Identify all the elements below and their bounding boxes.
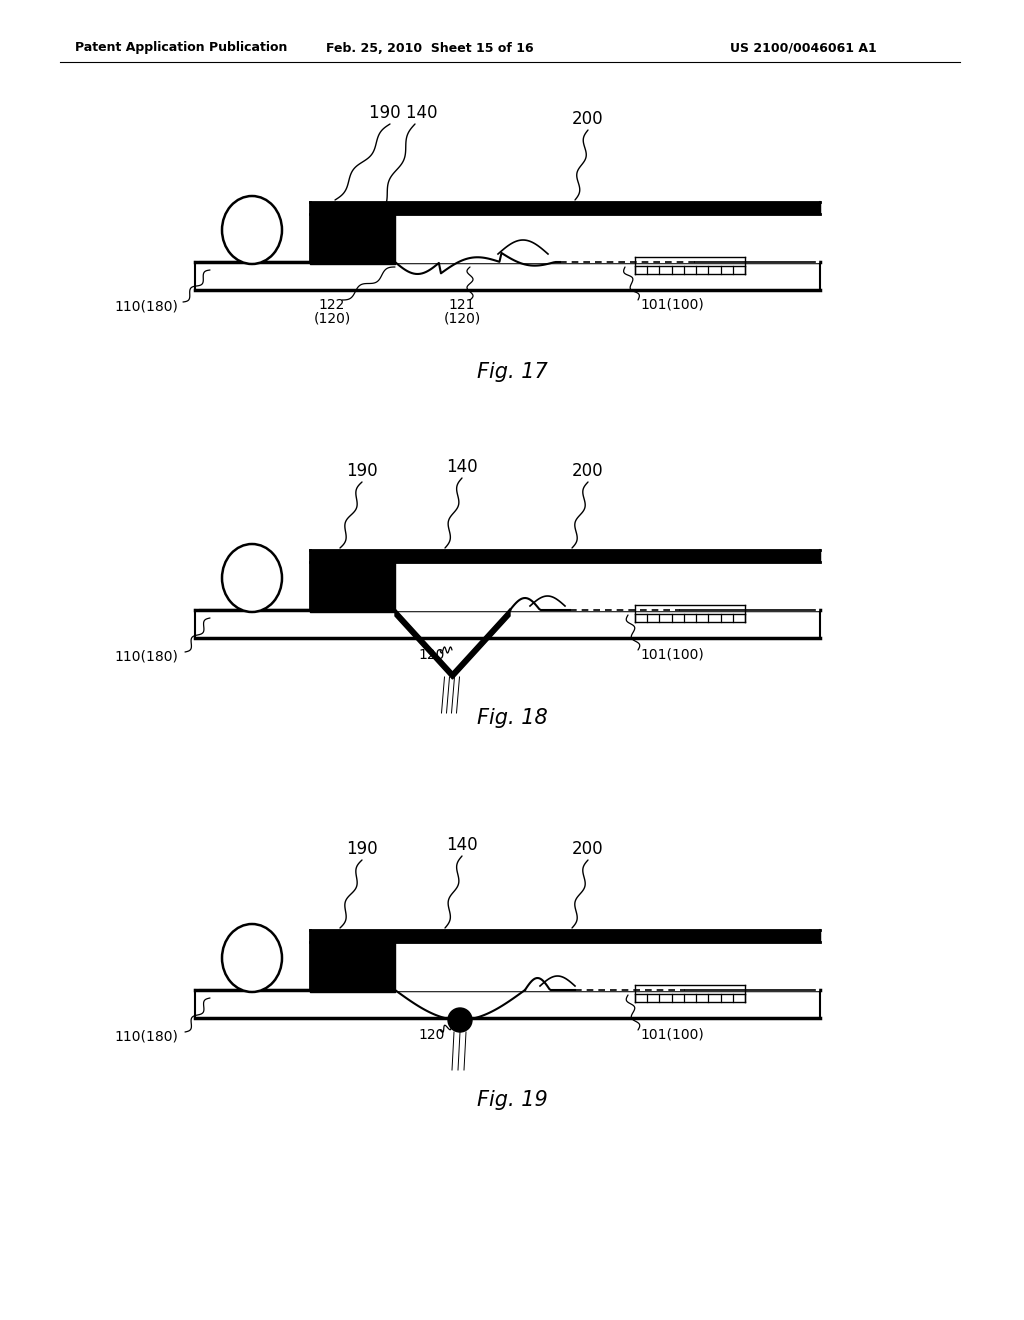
Text: 140: 140 bbox=[446, 836, 478, 854]
Text: 140: 140 bbox=[446, 458, 478, 477]
Text: 101(100): 101(100) bbox=[640, 1028, 703, 1041]
Text: (120): (120) bbox=[313, 312, 350, 326]
Text: Feb. 25, 2010  Sheet 15 of 16: Feb. 25, 2010 Sheet 15 of 16 bbox=[327, 41, 534, 54]
Text: 190: 190 bbox=[346, 462, 378, 480]
Text: 122: 122 bbox=[318, 298, 345, 312]
Text: 200: 200 bbox=[572, 462, 604, 480]
Text: 200: 200 bbox=[572, 840, 604, 858]
Text: 101(100): 101(100) bbox=[640, 298, 703, 312]
Ellipse shape bbox=[222, 544, 282, 612]
Text: 121: 121 bbox=[449, 298, 475, 312]
Text: 101(100): 101(100) bbox=[640, 648, 703, 663]
Text: 110(180): 110(180) bbox=[114, 649, 178, 664]
Text: 120: 120 bbox=[419, 1028, 445, 1041]
Text: 190 140: 190 140 bbox=[369, 104, 437, 121]
Text: Fig. 17: Fig. 17 bbox=[476, 362, 548, 381]
Text: US 2100/0046061 A1: US 2100/0046061 A1 bbox=[730, 41, 877, 54]
Ellipse shape bbox=[222, 195, 282, 264]
Text: 120: 120 bbox=[419, 648, 445, 663]
Text: Fig. 18: Fig. 18 bbox=[476, 708, 548, 729]
Polygon shape bbox=[395, 610, 510, 678]
Text: 110(180): 110(180) bbox=[114, 300, 178, 314]
Ellipse shape bbox=[222, 924, 282, 993]
Text: 110(180): 110(180) bbox=[114, 1030, 178, 1044]
Text: 190: 190 bbox=[346, 840, 378, 858]
Text: (120): (120) bbox=[443, 312, 480, 326]
Text: 200: 200 bbox=[572, 110, 604, 128]
Text: Patent Application Publication: Patent Application Publication bbox=[75, 41, 288, 54]
Text: Fig. 19: Fig. 19 bbox=[476, 1090, 548, 1110]
Circle shape bbox=[449, 1008, 472, 1032]
